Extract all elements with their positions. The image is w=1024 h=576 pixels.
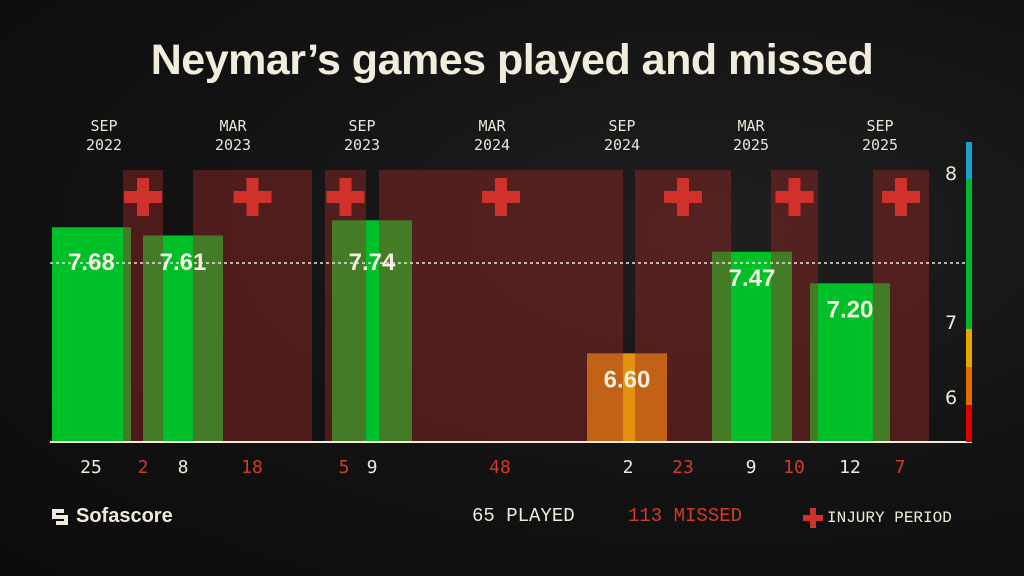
bar-value-label: 7.74 (349, 249, 396, 276)
games-missed-count: 10 (783, 457, 805, 478)
games-played-count: 8 (178, 457, 189, 478)
games-missed-count: 5 (339, 457, 350, 478)
x-tick-month: MAR (737, 117, 765, 135)
games-missed-count: 18 (241, 457, 263, 478)
rating-bar (143, 235, 223, 442)
rating-scale-segment (966, 329, 972, 367)
x-tick-month: SEP (348, 117, 375, 135)
injury-cross-icon (124, 178, 162, 216)
x-tick-month: MAR (219, 117, 247, 135)
brand-name: Sofascore (76, 505, 173, 527)
games-played-count: 12 (839, 457, 861, 478)
rating-scale-label: 8 (945, 163, 957, 185)
bar-value-label: 7.20 (827, 296, 874, 323)
rating-scale-segment (966, 367, 972, 405)
rating-scale-label: 7 (945, 312, 957, 334)
x-tick-month: MAR (478, 117, 506, 135)
games-missed-count: 2 (138, 457, 149, 478)
rating-bar (810, 283, 890, 442)
injury-cross-icon (775, 178, 814, 216)
bar-value-label: 7.68 (68, 249, 115, 276)
games-played-count: 9 (367, 457, 378, 478)
missed-total: 113 MISSED (628, 505, 743, 527)
injury-cross-icon (233, 178, 272, 216)
injury-cross-icon (326, 178, 365, 216)
bar-value-label: 6.60 (604, 366, 651, 393)
bar-value-label: 7.61 (160, 249, 207, 276)
x-tick-year: 2025 (862, 136, 898, 154)
games-played-count: 9 (746, 457, 757, 478)
bar-value-label: 7.47 (729, 265, 776, 292)
rating-scale-segment (966, 179, 972, 329)
x-tick-year: 2025 (733, 136, 769, 154)
x-tick-year: 2023 (215, 136, 251, 154)
games-missed-count: 23 (672, 457, 694, 478)
x-tick-year: 2023 (344, 136, 380, 154)
games-missed-count: 7 (895, 457, 906, 478)
rating-scale-segment (966, 405, 972, 442)
sofascore-logo-icon (52, 508, 68, 525)
x-tick-month: SEP (608, 117, 635, 135)
rating-scale-segment (966, 142, 972, 179)
injury-cross-icon (882, 178, 920, 216)
rating-bar (712, 251, 792, 442)
injury-cross-icon (664, 178, 702, 216)
x-tick-year: 2024 (474, 136, 510, 154)
x-tick-year: 2022 (86, 136, 122, 154)
games-played-count: 2 (623, 457, 634, 478)
chart-title: Neymar’s games played and missed (150, 36, 874, 84)
x-tick-month: SEP (90, 117, 117, 135)
x-tick-month: SEP (866, 117, 893, 135)
injury-cross-icon (803, 508, 823, 528)
games-missed-count: 48 (489, 457, 511, 478)
games-played-count: 25 (80, 457, 102, 478)
injury-cross-icon (482, 178, 520, 216)
legend-injury-label: INJURY PERIOD (827, 509, 952, 527)
played-total: 65 PLAYED (472, 505, 575, 527)
rating-bar (587, 353, 667, 442)
rating-bar (332, 220, 412, 442)
legend-injury: INJURY PERIOD (802, 507, 952, 529)
sofascore-logo: Sofascore (50, 505, 173, 528)
x-tick-year: 2024 (604, 136, 640, 154)
rating-scale-label: 6 (945, 387, 957, 409)
